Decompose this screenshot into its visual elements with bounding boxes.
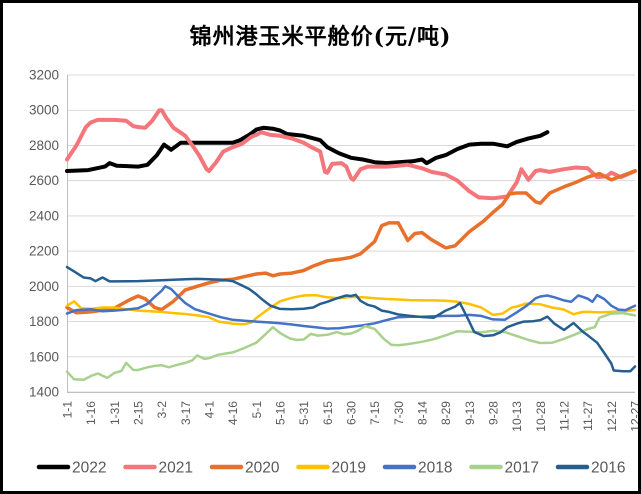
x-axis-label: 11-12 — [558, 401, 572, 431]
legend-label-2018: 2018 — [418, 460, 452, 477]
y-axis-label: 3000 — [29, 103, 59, 118]
x-axis-label: 10-13 — [510, 401, 524, 432]
y-axis-label: 2400 — [29, 208, 59, 223]
chart-svg: 3200 3000 2800 2600 2400 2200 2000 1800 1600 1400… — [29, 68, 641, 477]
y-axis-label: 2200 — [29, 244, 59, 259]
x-axis-label: 6-15 — [321, 401, 335, 425]
x-axis-label: 5-16 — [274, 401, 288, 425]
legend-label-2016: 2016 — [591, 460, 625, 477]
x-axis-label: 8-14 — [416, 401, 430, 425]
x-axis-label: 8-29 — [439, 401, 453, 425]
x-axis-label: 7-15 — [368, 401, 382, 425]
series-2020-line — [65, 169, 637, 315]
series-2021-line — [65, 108, 637, 201]
x-axis-label: 11-27 — [581, 401, 595, 431]
legend-label-2019: 2019 — [332, 460, 366, 477]
x-axis-label: 7-30 — [392, 401, 406, 425]
y-axis-label: 1800 — [29, 314, 59, 329]
x-axis-label: 2-15 — [132, 401, 146, 425]
series-2018-line — [65, 285, 637, 330]
x-axis-label: 1-1 — [61, 401, 75, 419]
x-axis-label: 6-30 — [345, 401, 359, 425]
x-axis-label: 3-2 — [155, 401, 169, 419]
y-axis-label: 2600 — [29, 173, 59, 188]
y-axis-label: 2800 — [29, 138, 59, 153]
y-axis-label: 1400 — [29, 385, 59, 400]
x-axis-label: 12-27 — [629, 401, 641, 432]
legend-label-2017: 2017 — [505, 460, 539, 477]
x-axis-label: 5-31 — [297, 401, 311, 425]
y-axis-label: 1600 — [29, 349, 59, 364]
series-2016-line — [65, 265, 637, 373]
x-axis-label: 9-13 — [463, 401, 477, 425]
x-axis-label: 10-28 — [534, 401, 548, 432]
legend-label-2021: 2021 — [159, 460, 193, 477]
y-axis-label: 2000 — [29, 279, 59, 294]
x-axis-label: 1-16 — [84, 401, 98, 425]
chart-title: 锦州港玉米平舱价(元/吨) — [189, 24, 452, 50]
x-axis-label: 1-31 — [108, 401, 122, 425]
x-axis-label: 12-12 — [605, 401, 619, 432]
series-2022-line — [65, 125, 550, 173]
series-2017-line — [65, 311, 637, 381]
x-axis-label: 4-1 — [203, 401, 217, 419]
x-axis-label: 9-28 — [487, 401, 501, 425]
legend-label-2022: 2022 — [72, 460, 106, 477]
legend-label-2020: 2020 — [245, 460, 280, 477]
x-axis-label: 3-17 — [179, 401, 193, 425]
y-axis-label: 3200 — [29, 68, 59, 83]
x-axis-label: 5-1 — [250, 401, 264, 419]
x-axis-label: 4-16 — [226, 401, 240, 425]
